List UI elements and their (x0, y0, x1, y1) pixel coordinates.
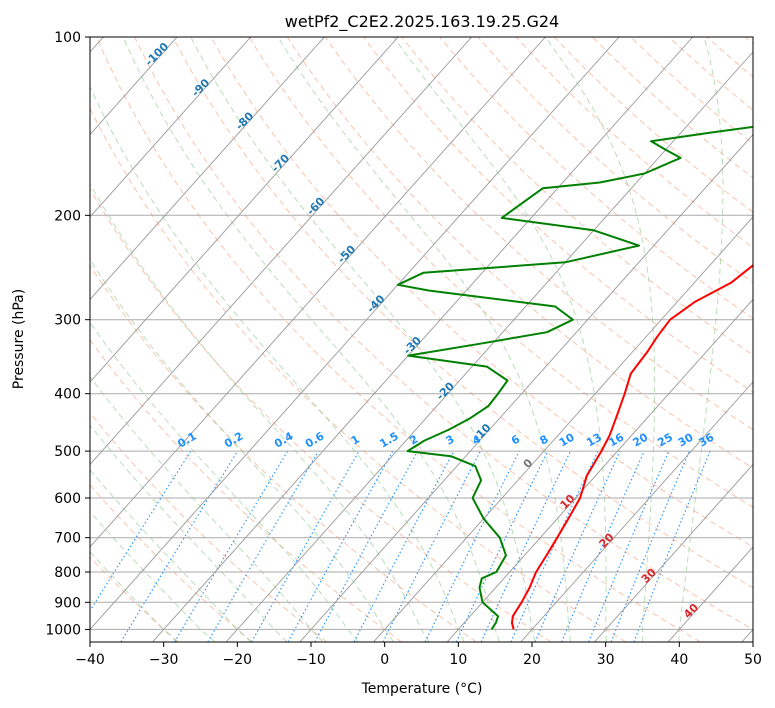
isotherm-line (373, 216, 753, 642)
isotherm-line (90, 37, 620, 631)
moist-adiabat (90, 375, 324, 642)
y-tick-label: 400 (54, 387, 81, 403)
dry-adiabat (90, 264, 477, 642)
dry-adiabat (90, 556, 178, 642)
mixing-ratio-line (588, 450, 670, 642)
isobar-grid (90, 37, 753, 630)
isotherm-line (594, 463, 753, 642)
moist-adiabat (90, 469, 252, 642)
mixing-ratio-line (455, 450, 549, 642)
y-tick-label: 600 (54, 491, 81, 507)
dry-adiabat (90, 187, 552, 642)
y-tick-label: 200 (54, 208, 81, 224)
dry-adiabat (363, 37, 753, 393)
sounding-series (396, 125, 753, 630)
dry-adiabat (90, 484, 253, 642)
moist-adiabat (544, 37, 656, 642)
mixing-ratio-line (480, 450, 571, 642)
isotherm-line (90, 37, 473, 466)
mixing-ratio-line (510, 450, 599, 642)
mixing-ratio-line (633, 450, 711, 642)
x-tick-label: 10 (449, 652, 467, 668)
dry-adiabat (95, 37, 701, 642)
isotherm-line (446, 298, 753, 642)
y-tick-label: 800 (54, 565, 81, 581)
moist-adiabats (90, 37, 724, 642)
x-tick-label: −10 (296, 652, 326, 668)
y-tick-label: 900 (54, 595, 81, 611)
dry-adiabat (324, 37, 753, 431)
x-tick-label: 0 (380, 652, 389, 668)
y-tick-label: 300 (54, 313, 81, 329)
mixing-ratio-line (353, 450, 455, 642)
mixing-ratio-line (207, 450, 319, 642)
mixing-ratio-line (561, 450, 645, 642)
y-tick-label: 1000 (45, 622, 81, 638)
mixing-ratio-line (382, 450, 481, 642)
isotherm-line (90, 37, 252, 218)
mixing-ratio-line (314, 450, 419, 642)
moist-adiabat (122, 37, 500, 642)
x-axis: −40 −30 −20 −10 0 10 20 30 40 50 (75, 642, 762, 668)
isotherm-line (90, 37, 325, 301)
x-tick-label: −40 (75, 652, 105, 668)
x-tick-label: 30 (597, 652, 615, 668)
isotherm-line (90, 37, 546, 548)
dry-adiabat (90, 411, 328, 642)
x-tick-label: −20 (223, 652, 253, 668)
isotherm-line (90, 37, 399, 383)
moist-adiabat (90, 182, 430, 642)
y-axis-title: Pressure (hPa) (11, 289, 27, 389)
mixing-ratio-line (287, 450, 394, 642)
plot-area: -100-90-80-70-60-50-40-30-20-10010203040… (90, 37, 753, 642)
y-tick-label: 100 (54, 30, 81, 46)
dry-adiabat (401, 37, 753, 356)
moist-adiabat (90, 551, 179, 642)
x-tick-label: 50 (744, 652, 762, 668)
moist-adiabat (90, 511, 216, 642)
isotherm-line (520, 381, 753, 642)
moist-adiabat (90, 258, 395, 642)
x-tick-label: 20 (523, 652, 541, 668)
dry-adiabat (134, 37, 753, 630)
temperature-line (511, 264, 753, 630)
mixing-ratio-lines (90, 450, 711, 642)
moist-adiabat (90, 85, 465, 642)
isotherm-line (152, 37, 694, 642)
moist-adiabat (678, 37, 724, 642)
moist-adiabat (277, 37, 572, 642)
moist-adiabat (190, 37, 536, 642)
dry-adiabat (90, 107, 627, 642)
x-tick-label: 40 (670, 652, 688, 668)
moist-adiabat (393, 37, 608, 642)
dewpoint-line (396, 125, 753, 630)
plot-frame (89, 36, 754, 643)
y-tick-label: 500 (54, 444, 81, 460)
x-tick-label: −30 (149, 652, 179, 668)
moist-adiabat (90, 424, 288, 642)
mixing-ratio-line (174, 450, 289, 642)
chart-title: wetPf2_C2E2.2025.163.19.25.G24 (285, 12, 559, 32)
dry-adiabat (439, 37, 753, 320)
y-tick-label: 700 (54, 531, 81, 547)
mixing-ratio-line (424, 450, 520, 642)
y-axis: 100 200 300 400 500 600 700 800 900 1000 (45, 30, 90, 638)
isotherm-line (299, 133, 753, 642)
x-axis-title: Temperature (°C) (361, 681, 483, 697)
